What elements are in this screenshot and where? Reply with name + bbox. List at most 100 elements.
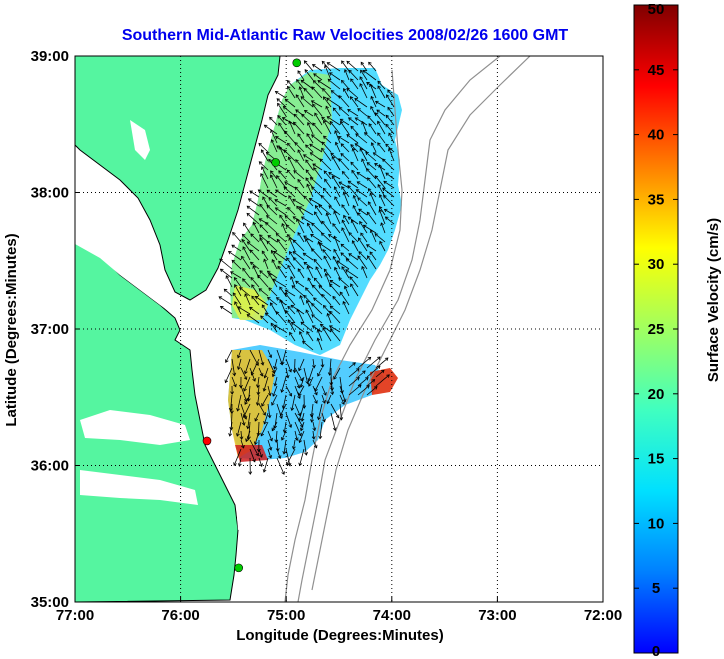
velocity-vector <box>275 311 287 324</box>
velocity-vector <box>278 146 287 162</box>
velocity-vector <box>242 403 251 418</box>
velocity-vector <box>299 421 305 432</box>
velocity-vector <box>279 299 287 315</box>
velocity-vector <box>346 134 359 144</box>
y-tick-label: 36:00 <box>31 458 69 475</box>
velocity-vector <box>310 234 323 243</box>
velocity-vector <box>268 272 278 288</box>
velocity-vector <box>297 232 305 243</box>
y-axis-ticks: 35:00 36:00 37:00 38:00 39:00 <box>31 48 80 611</box>
velocity-vector <box>276 175 287 189</box>
velocity-vector <box>321 220 332 234</box>
velocity-vector <box>313 73 323 81</box>
velocity-vector <box>241 233 251 243</box>
velocity-vector <box>366 386 378 396</box>
velocity-vector <box>247 198 260 207</box>
velocity-vector <box>309 143 323 153</box>
velocity-vector <box>326 116 341 126</box>
velocity-vector <box>240 412 246 426</box>
velocity-vector <box>357 385 370 396</box>
velocity-vector <box>314 211 323 225</box>
velocity-vector <box>248 457 253 475</box>
x-tick-label: 75:00 <box>267 607 305 624</box>
velocity-vector <box>314 204 323 216</box>
velocity-vector <box>385 114 395 126</box>
velocity-vector <box>322 88 332 99</box>
velocity-vector <box>273 324 287 333</box>
velocity-vector <box>374 175 386 189</box>
velocity-vector <box>337 136 350 144</box>
velocity-vector <box>248 306 260 315</box>
velocity-vector <box>287 319 296 333</box>
velocity-vector <box>312 103 323 117</box>
velocity-vector <box>264 312 278 324</box>
velocity-vector <box>255 394 260 406</box>
velocity-vector <box>365 168 377 180</box>
velocity-vector <box>360 69 368 81</box>
velocity-vector <box>298 385 305 397</box>
velocity-vector <box>334 141 341 153</box>
velocity-vector <box>317 240 323 252</box>
velocity-vector <box>312 421 317 432</box>
velocity-vector <box>329 279 341 288</box>
velocity-vector <box>354 117 368 126</box>
velocity-vector <box>283 130 296 144</box>
velocity-vector <box>231 244 242 252</box>
velocity-vector <box>383 180 395 189</box>
velocity-vector <box>326 97 341 108</box>
velocity-vector <box>219 305 233 315</box>
velocity-vector <box>368 61 377 72</box>
colorbar-ticks: 0 5 10 15 20 25 30 35 40 45 50 <box>634 1 678 659</box>
velocity-vector <box>317 367 323 377</box>
velocity-vector <box>333 235 341 252</box>
velocity-vector <box>310 100 323 108</box>
velocity-vector <box>241 238 251 252</box>
velocity-vector <box>378 194 386 207</box>
velocity-vector <box>252 221 260 234</box>
velocity-vector <box>299 376 305 388</box>
velocity-vector <box>348 376 360 387</box>
velocity-vector <box>357 370 366 378</box>
velocity-vector <box>374 100 386 108</box>
velocity-vector <box>387 89 395 99</box>
velocity-vector <box>312 439 318 449</box>
velocity-vector <box>293 170 305 180</box>
velocity-vector <box>279 286 287 297</box>
velocity-vector <box>333 367 341 380</box>
velocity-vector <box>244 394 251 405</box>
velocity-vector <box>340 79 350 90</box>
velocity-vector <box>287 305 296 315</box>
velocity-vector <box>362 224 377 234</box>
velocity-vector <box>339 291 350 306</box>
velocity-vector <box>318 285 332 297</box>
velocity-vector <box>266 204 278 216</box>
velocity-vector <box>301 113 314 126</box>
velocity-vector <box>365 151 377 162</box>
velocity-vector <box>332 107 341 117</box>
velocity-vector <box>357 356 372 369</box>
velocity-vector <box>367 115 377 126</box>
velocity-vector <box>350 125 359 135</box>
velocity-vector <box>321 385 327 396</box>
radar-station-marker <box>292 58 302 68</box>
velocity-vector <box>356 172 368 180</box>
velocity-vector <box>246 205 260 216</box>
velocity-vector <box>287 156 296 171</box>
velocity-vector <box>304 69 314 81</box>
velocity-vector <box>236 394 242 412</box>
velocity-vector <box>259 270 269 279</box>
velocity-vector <box>329 310 341 324</box>
velocity-vector <box>295 159 305 171</box>
velocity-vector <box>340 143 350 153</box>
velocity-vector <box>266 240 278 252</box>
velocity-vector <box>378 208 386 225</box>
velocity-vector <box>312 122 323 135</box>
velocity-vector <box>303 261 314 270</box>
velocity-vector <box>385 123 395 135</box>
y-tick-label: 39:00 <box>31 48 69 65</box>
map-area <box>75 56 603 602</box>
velocity-vector <box>219 268 233 279</box>
velocity-vector <box>267 448 273 459</box>
velocity-vector <box>367 255 377 270</box>
velocity-vector <box>383 208 395 216</box>
